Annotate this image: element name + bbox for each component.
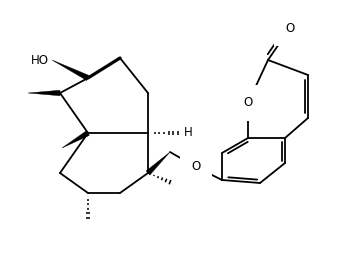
Text: O: O bbox=[191, 161, 201, 173]
Polygon shape bbox=[28, 90, 60, 96]
Text: HO: HO bbox=[31, 54, 49, 66]
Polygon shape bbox=[146, 152, 170, 175]
Polygon shape bbox=[52, 60, 89, 80]
Text: H: H bbox=[184, 126, 193, 140]
Polygon shape bbox=[62, 131, 89, 148]
Text: O: O bbox=[286, 21, 294, 35]
Text: O: O bbox=[243, 96, 252, 110]
